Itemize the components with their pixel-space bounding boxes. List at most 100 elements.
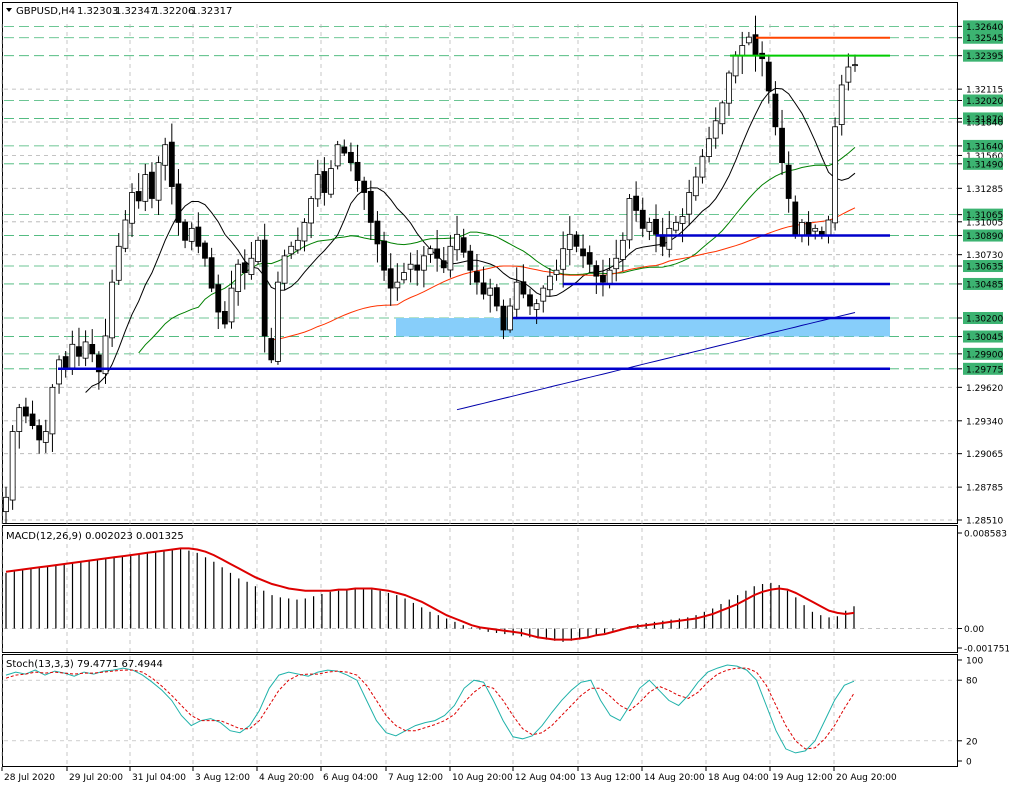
bear-candle [168,141,175,187]
price-level-badge [963,20,1003,33]
bear-candle [434,248,441,259]
price-level-badge [963,139,1003,152]
bull-candle [666,227,673,250]
price-tick-label: 1.29620 [966,384,1003,394]
bull-candle [69,343,76,369]
demand-zone-layer [396,318,890,337]
bear-candle [95,354,102,373]
bull-candle [646,221,653,232]
bear-candle [348,151,354,164]
bull-candle [613,257,620,270]
bull-candle [9,431,16,501]
bull-candle [115,245,122,281]
bear-candle [772,93,779,128]
time-tick-label: 7 Aug 12:00 [388,773,443,783]
price-level-badge [963,49,1003,62]
stoch-main-line [5,664,855,754]
price-level-badge [963,312,1003,325]
ohlc-low: 1.32206 [153,6,194,17]
price-level-badge [963,112,1003,125]
bull-candle [619,239,626,260]
bull-candle [129,192,135,224]
bear-candle [474,271,480,283]
bear-candle [215,284,222,313]
price-tick-label: 1.30485 [966,280,1003,290]
bull-candle [49,386,56,435]
bull-candle [719,102,726,125]
ohlc-high: 1.32347 [115,6,156,17]
demand-zone [396,318,890,337]
price-tick-label: 1.31065 [966,211,1003,221]
macd-signal-line [5,547,855,641]
bear-candle [182,221,188,241]
bear-candle [381,240,387,271]
price-tick-label: 1.32115 [966,86,1003,96]
price-level-badge [963,260,1003,273]
price-level-badge [963,31,1003,44]
bull-candle [825,219,832,236]
macd-panel-frame [2,525,958,653]
price-tick-label: 1.30635 [966,263,1003,273]
bull-candle [281,255,288,284]
horizontal-levels [58,36,890,371]
price-tick-label: 1.31005 [966,218,1003,228]
bull-candle [606,269,613,285]
bull-candle [533,303,540,310]
bear-candle [202,242,208,259]
macd-tick-label: 0.00 [964,625,984,635]
time-tick-label: 10 Aug 20:00 [452,773,513,783]
price-tick-label: 1.31870 [966,115,1003,125]
bear-candle [76,346,82,357]
bull-candle [447,245,454,271]
bull-candle [513,281,520,310]
price-level-badge [963,229,1003,242]
stoch-tick-label: 80 [966,677,978,687]
bear-candle [361,180,368,193]
chart-symbol: GBPUSD,H4 [16,6,75,17]
bear-candle [792,201,799,235]
bull-candle [487,287,494,296]
bull-candle [692,176,699,197]
bear-candle [221,311,228,325]
collapse-triangle-icon[interactable] [6,8,12,12]
ohlc-close: 1.32317 [191,6,232,17]
bull-candle [162,144,169,166]
bull-candle [540,287,547,302]
bull-candle [155,162,162,201]
bear-candle [62,356,69,369]
bull-candle [109,281,116,339]
bear-candle [480,282,487,295]
bull-candle [401,272,407,281]
bear-candle [593,265,600,277]
price-tick-label: 1.29065 [966,450,1003,460]
bull-candle [42,431,49,443]
stoch-tick-label: 100 [966,657,983,667]
candles [3,15,858,524]
price-tick-label: 1.32020 [966,97,1003,107]
bear-candle [195,226,202,247]
price-tick-label: 1.28510 [966,517,1003,527]
bear-candle [149,171,155,199]
price-tick-label: 1.32545 [966,34,1003,44]
bear-candle [89,344,96,355]
bear-candle [387,268,394,289]
bull-candle [102,335,109,375]
time-axis: 28 Jul 2020 29 Jul 20:00 31 Jul 04:00 3 Aug… [1,767,897,783]
price-tick-label: 1.29900 [966,350,1003,360]
bear-candle [639,209,646,229]
price-level-badge [963,277,1003,290]
time-tick-label: 29 Jul 20:00 [69,773,123,783]
bull-candle [122,219,129,249]
bear-candle [414,264,421,271]
bear-candle [527,294,533,307]
price-level-badge [963,330,1003,343]
bear-candle [321,171,328,193]
bull-candle [314,174,321,200]
bull-candle [427,248,434,255]
price-tick-label: 1.29775 [966,365,1003,375]
time-tick-label: 4 Aug 20:00 [259,773,314,783]
stoch-tick-label: 0 [966,758,972,768]
bull-candle [288,245,295,255]
macd-tick-label: 0.008583 [964,530,1007,540]
